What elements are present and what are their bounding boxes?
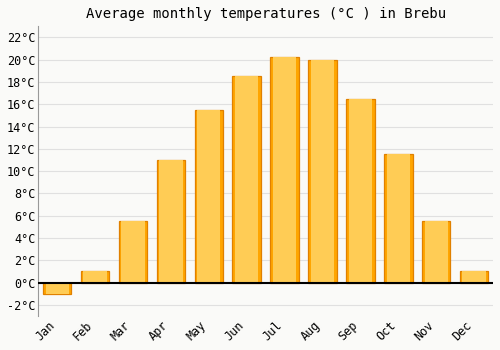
Bar <box>156 160 185 282</box>
Bar <box>348 99 372 282</box>
Bar <box>308 60 336 282</box>
Bar <box>273 57 296 282</box>
Bar <box>197 110 220 282</box>
Bar <box>122 221 144 282</box>
Bar <box>46 282 69 294</box>
Bar <box>84 271 106 282</box>
Bar <box>270 57 299 282</box>
Bar <box>386 154 410 282</box>
Bar <box>460 271 488 282</box>
Bar <box>81 271 110 282</box>
Bar <box>119 221 147 282</box>
Bar <box>311 60 334 282</box>
Bar <box>462 271 486 282</box>
Bar <box>194 110 223 282</box>
Bar <box>346 99 374 282</box>
Bar <box>422 221 450 282</box>
Bar <box>424 221 448 282</box>
Bar <box>384 154 412 282</box>
Bar <box>235 76 258 282</box>
Title: Average monthly temperatures (°C ) in Brebu: Average monthly temperatures (°C ) in Br… <box>86 7 446 21</box>
Bar <box>159 160 182 282</box>
Bar <box>232 76 261 282</box>
Bar <box>43 282 72 294</box>
